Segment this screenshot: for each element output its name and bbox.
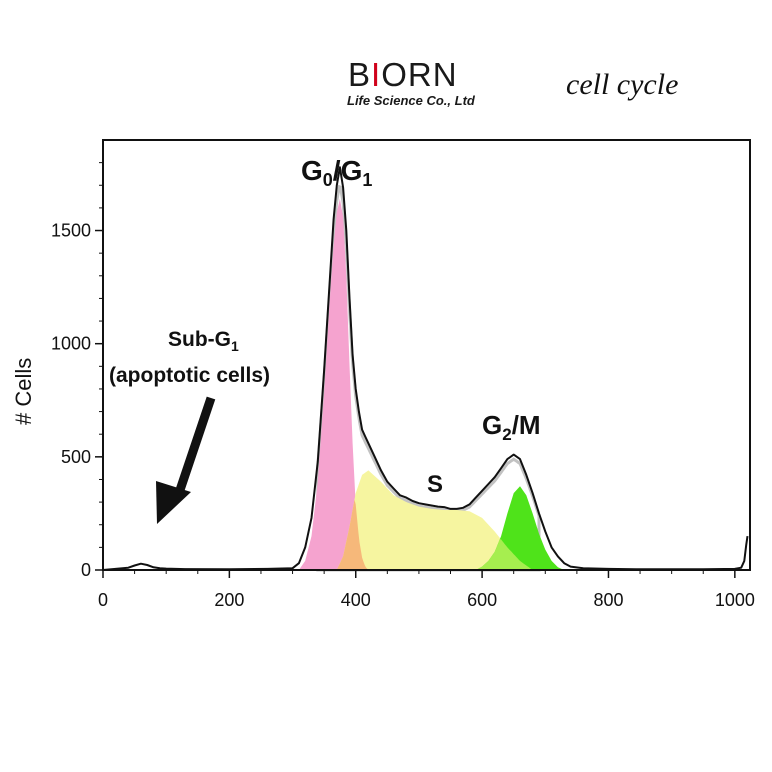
x-tick-label: 0 xyxy=(98,590,108,610)
y-tick-label: 500 xyxy=(61,447,91,467)
x-tick-label: 200 xyxy=(214,590,244,610)
x-tick-label: 1000 xyxy=(715,590,755,610)
s-phase-area xyxy=(336,470,533,570)
brand-subtitle: Life Science Co., Ltd xyxy=(347,93,475,108)
plot-frame xyxy=(102,139,751,571)
phase-fills xyxy=(298,184,565,572)
chart-subject: cell cycle xyxy=(566,68,679,101)
x-tick-label: 400 xyxy=(341,590,371,610)
label-g2m: G2/M xyxy=(482,410,541,444)
brand-suffix: ORN xyxy=(381,56,458,93)
label-s-phase: S xyxy=(427,471,443,498)
measured-histogram-line xyxy=(102,166,749,571)
histogram-lines xyxy=(102,166,749,571)
label-g0g1: G0/G1 xyxy=(301,155,372,190)
s-g2-overlap-area xyxy=(475,539,533,570)
g0g1-area xyxy=(298,198,369,571)
x-tick-label: 800 xyxy=(593,590,623,610)
header: BIORN Life Science Co., Ltd cell cycle xyxy=(0,0,772,130)
brand-prefix: B xyxy=(348,56,372,93)
x-tick-label: 600 xyxy=(467,590,497,610)
label-apoptotic: (apoptotic cells) xyxy=(109,364,270,387)
y-tick-label: 0 xyxy=(81,560,91,580)
y-tick-label: 1000 xyxy=(51,334,91,354)
y-axis-title: # Cells xyxy=(11,358,36,425)
brand-logo: BIORN xyxy=(348,58,458,91)
brand-accent: I xyxy=(371,56,382,93)
subg1-arrow xyxy=(156,396,216,524)
label-subg1: Sub-G1 xyxy=(168,328,239,354)
g1-s-overlap-area xyxy=(336,499,369,570)
axis-ticks: 0 200 400 600 800 1000 0 500 1000 1500 xyxy=(51,162,755,610)
y-tick-label: 1500 xyxy=(51,221,91,241)
